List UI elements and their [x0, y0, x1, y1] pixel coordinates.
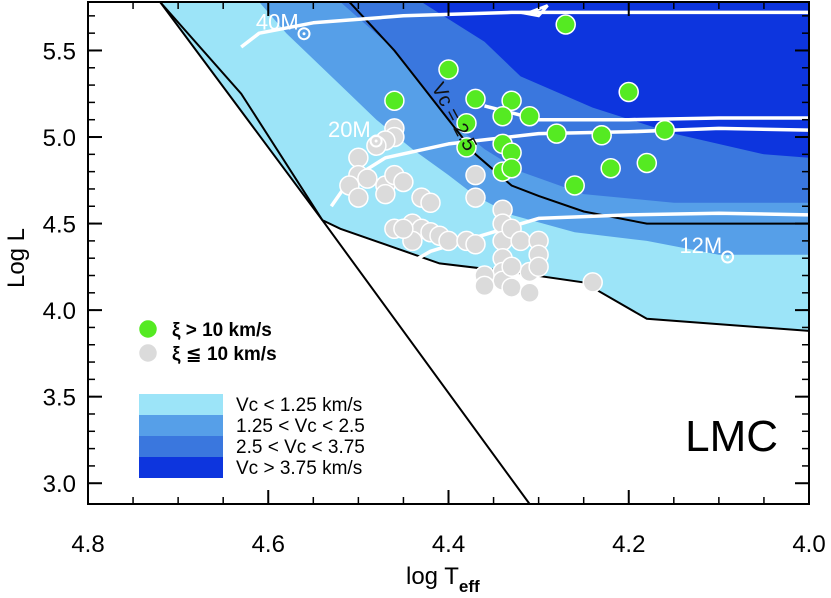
legend-label: Vc > 3.75 km/s — [236, 458, 362, 479]
point-2-15 — [420, 192, 441, 214]
y-tick-label: 5.0 — [43, 125, 76, 152]
point-2-40 — [474, 275, 495, 297]
legend-label: 1.25 < Vc < 2.5 — [236, 416, 365, 437]
track-label-3: 12M — [679, 233, 722, 258]
legend-label: Vc < 1.25 km/s — [236, 395, 362, 416]
solar-symbol — [721, 250, 735, 264]
point-2-43 — [582, 272, 603, 293]
point-1-1 — [555, 14, 576, 35]
data-points — [339, 14, 676, 304]
region-legend: Vc < 1.25 km/s1.25 < Vc < 2.52.5 < Vc < … — [139, 394, 365, 479]
x-tick-label: 4.8 — [71, 531, 104, 558]
vc-2.5-contour — [348, 2, 809, 225]
x-axis-ticks: 4.8 4.6 4.4 4.2 4.0 — [71, 2, 826, 558]
point-1-3 — [384, 90, 405, 111]
y-tick-label: 5.5 — [43, 38, 76, 65]
point-2-42 — [528, 256, 549, 278]
point-2-23 — [438, 230, 459, 252]
y-tick-label: 4.0 — [43, 298, 76, 325]
point-1-12 — [654, 119, 676, 141]
legend-label: ξ ≦ 10 km/s — [172, 344, 277, 365]
legend-label: ξ > 10 km/s — [172, 320, 272, 341]
diagonal-line — [159, 2, 531, 504]
point-1-6 — [618, 81, 639, 103]
point-2-16 — [465, 164, 486, 186]
point-1-9 — [519, 105, 540, 127]
point-1-4 — [465, 88, 486, 110]
track-label-1: 40M — [256, 10, 299, 35]
point-2-9 — [348, 187, 369, 208]
y-axis-ticks: 3.0 3.5 4.0 4.5 5.0 5.5 — [43, 15, 809, 498]
point-2-8 — [357, 168, 378, 189]
y-axis-label: Log L — [3, 228, 30, 288]
point-1-2 — [438, 59, 459, 80]
point-2-38 — [519, 282, 540, 304]
y-tick-label: 3.0 — [43, 471, 76, 498]
x-axis-label-main: log T — [406, 563, 459, 590]
point-2-13 — [393, 171, 414, 193]
solar-symbol — [369, 134, 383, 148]
black-lines — [159, 2, 809, 504]
x-tick-label: 4.4 — [432, 531, 465, 558]
point-2-45 — [393, 218, 414, 240]
point-1-10 — [546, 123, 567, 144]
point-1-17 — [501, 157, 522, 179]
left-boundary — [159, 2, 809, 332]
solar-symbol-dot — [374, 139, 378, 143]
x-axis-label-sub: eff — [459, 577, 480, 596]
point-2-17 — [465, 187, 486, 208]
x-tick-label: 4.2 — [612, 531, 645, 558]
legend-swatch — [139, 436, 223, 457]
x-tick-label: 4.0 — [792, 531, 825, 558]
track-labels: 40M 20M 12M — [256, 10, 735, 264]
point-2-25 — [465, 234, 486, 255]
legend-swatch — [139, 415, 223, 436]
point-1-5 — [501, 90, 522, 111]
legend-swatch — [139, 394, 223, 415]
solar-symbol — [297, 27, 311, 41]
x-tick-label: 4.6 — [252, 531, 285, 558]
point-2-41 — [501, 256, 522, 278]
point-2-5 — [348, 147, 369, 169]
legend-marker — [137, 342, 159, 364]
point-1-20 — [636, 152, 658, 174]
solar-symbol-dot — [302, 32, 306, 36]
y-tick-label: 3.5 — [43, 385, 76, 412]
legend-swatch — [139, 457, 223, 478]
point-2-12 — [375, 183, 396, 205]
legend-marker — [137, 318, 159, 340]
x-axis-label: log Teff — [406, 563, 480, 596]
y-tick-label: 4.5 — [43, 212, 76, 239]
point-1-13 — [456, 137, 477, 158]
track-3 — [411, 211, 809, 264]
point-1-11 — [591, 125, 612, 146]
point-1-18 — [564, 175, 585, 196]
point-2-32 — [510, 230, 531, 252]
track-label-2: 20M — [328, 117, 371, 142]
legend-label: 2.5 < Vc < 3.75 — [236, 437, 365, 458]
solar-symbol-dot — [726, 255, 730, 259]
point-legend: ξ > 10 km/s ξ ≦ 10 km/s — [137, 318, 277, 365]
panel-label: LMC — [685, 412, 778, 461]
point-1-19 — [600, 157, 621, 179]
point-1-8 — [492, 105, 513, 127]
point-1-7 — [456, 112, 477, 134]
point-2-37 — [501, 277, 522, 298]
